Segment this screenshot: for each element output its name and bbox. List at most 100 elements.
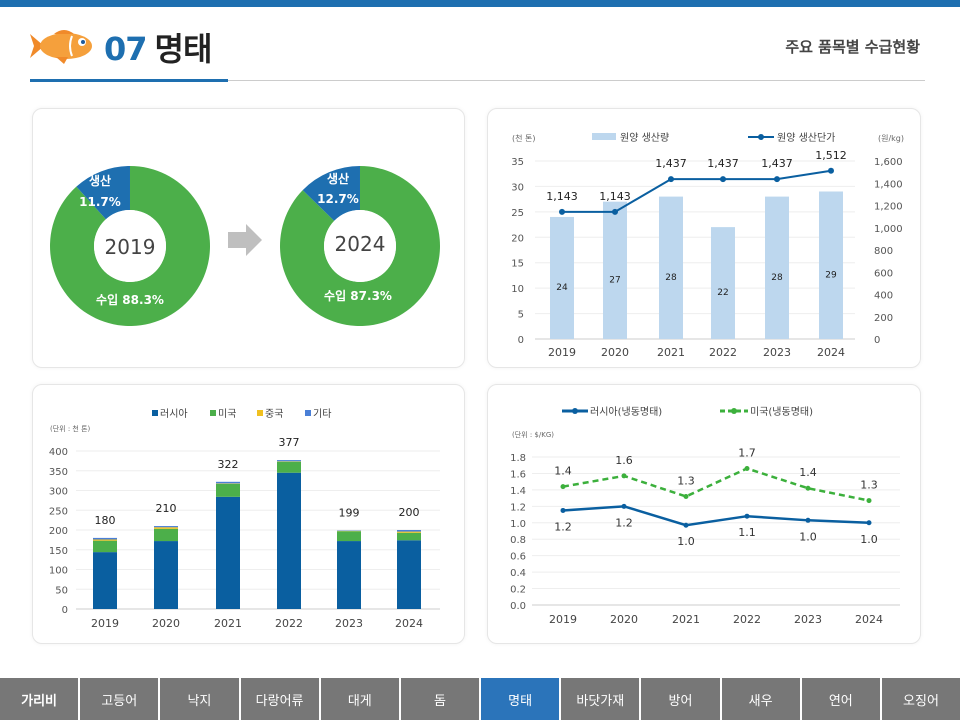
donut-2024 (280, 166, 440, 326)
line-point (744, 513, 750, 519)
bar-segment-러시아 (93, 552, 117, 609)
nav-item-가리비[interactable]: 가리비 (0, 678, 79, 720)
y-tick-label: 200 (49, 526, 68, 537)
x-tick-label: 2019 (549, 613, 577, 626)
bar-segment-미국 (337, 531, 361, 542)
y2-tick-label: 1,000 (874, 224, 903, 235)
line-point (805, 517, 811, 523)
production-label: 생산 (327, 171, 349, 186)
line-value-label: 1.4 (554, 465, 572, 478)
y-tick-label: 0.6 (510, 552, 526, 563)
x-tick-label: 2021 (657, 346, 685, 359)
nav-item-방어[interactable]: 방어 (641, 678, 720, 720)
nav-item-낙지[interactable]: 낙지 (160, 678, 239, 720)
line-point (612, 208, 618, 215)
y-tick-label: 250 (49, 506, 68, 517)
page-subtitle: 주요 품목별 수급현황 (785, 38, 920, 56)
bar (711, 227, 735, 339)
line-point (805, 485, 811, 491)
y-tick-label: 5 (518, 310, 524, 321)
donut-hole (94, 210, 166, 282)
unit-label: (단위 : $/KG) (512, 430, 554, 439)
line-value-label: 1.0 (799, 530, 817, 543)
bar (765, 196, 789, 339)
divider (30, 80, 925, 81)
bar-segment-기타 (93, 537, 117, 540)
arrow-right-icon (228, 224, 262, 256)
donut-2019 (50, 166, 211, 326)
import-label: 수입 88.3% (96, 293, 164, 307)
nav-item-대게[interactable]: 대게 (320, 678, 399, 720)
y-tick-label: 0.4 (510, 568, 526, 579)
x-tick-label: 2020 (601, 346, 629, 359)
y-tick-label: 1.2 (510, 502, 526, 513)
bar-value-label: 29 (825, 270, 837, 280)
line-value-label: 1.7 (738, 447, 756, 460)
bar-segment-중국 (397, 531, 421, 533)
y2-tick-label: 1,600 (874, 157, 903, 168)
y-tick-label: 10 (511, 284, 524, 295)
item-name: 명태 (154, 30, 213, 68)
x-tick-label: 2024 (855, 613, 883, 626)
price-line (562, 169, 832, 213)
total-label: 200 (399, 506, 420, 519)
bar-segment-기타 (154, 526, 178, 528)
y-tick-label: 1.4 (510, 486, 526, 497)
bar (550, 216, 574, 339)
line-point (774, 176, 780, 183)
bar-segment-미국 (154, 528, 178, 542)
bar (819, 191, 843, 339)
y2-tick-label: 200 (874, 313, 893, 324)
y-tick-label: 400 (49, 447, 68, 458)
x-tick-label: 2022 (275, 617, 303, 630)
bar-segment-중국 (93, 539, 117, 541)
bar-segment-러시아 (154, 541, 178, 609)
unit-label: (단위 : 천 톤) (50, 424, 91, 433)
line-point (560, 484, 566, 490)
legend-label: 원양 생산단가 (777, 132, 835, 144)
bar-value-label: 28 (665, 273, 677, 283)
x-tick-label: 2024 (395, 617, 423, 630)
bar-segment-미국 (277, 461, 301, 473)
production-pct: 12.7% (317, 192, 359, 206)
y-tick-label: 50 (55, 585, 68, 596)
bar-segment-중국 (154, 527, 178, 529)
nav-item-오징어[interactable]: 오징어 (881, 678, 960, 720)
line-value-label: 1.0 (860, 533, 878, 546)
y-tick-label: 0.2 (510, 585, 526, 596)
legend-label: 기타 (313, 408, 331, 420)
line-point (621, 503, 627, 509)
bar-value-label: 28 (771, 273, 783, 283)
nav-item-명태[interactable]: 명태 (481, 678, 560, 720)
usa-price-line (562, 467, 870, 502)
nav-item-바닷가재[interactable]: 바닷가재 (561, 678, 640, 720)
donut-hole (324, 210, 396, 282)
total-label: 377 (279, 436, 300, 449)
nav-item-다랑어류[interactable]: 다랑어류 (240, 678, 319, 720)
line-point (621, 473, 627, 479)
legend-label: 원양 생산량 (620, 132, 669, 144)
line-point (668, 176, 674, 183)
line-point (828, 167, 834, 174)
fish-icon (30, 30, 92, 64)
line-value-label: 1,512 (815, 149, 847, 162)
line-point (683, 522, 689, 528)
line-value-label: 1,143 (599, 190, 631, 203)
y-tick-label: 1.0 (510, 519, 526, 530)
x-tick-label: 2023 (794, 613, 822, 626)
nav-item-연어[interactable]: 연어 (801, 678, 880, 720)
nav-item-고등어[interactable]: 고등어 (80, 678, 159, 720)
donut-year: 2019 (105, 235, 156, 259)
x-tick-label: 2021 (214, 617, 242, 630)
x-tick-label: 2020 (152, 617, 180, 630)
bar-value-label: 27 (609, 275, 620, 285)
line-value-label: 1.6 (615, 454, 633, 467)
line-value-label: 1.2 (554, 520, 572, 533)
title-underline (30, 79, 228, 82)
nav-item-새우[interactable]: 새우 (721, 678, 800, 720)
y2-tick-label: 0 (874, 335, 880, 346)
total-label: 322 (218, 458, 239, 471)
nav-item-돔[interactable]: 돔 (400, 678, 480, 720)
y-tick-label: 100 (49, 566, 68, 577)
x-tick-label: 2020 (610, 613, 638, 626)
